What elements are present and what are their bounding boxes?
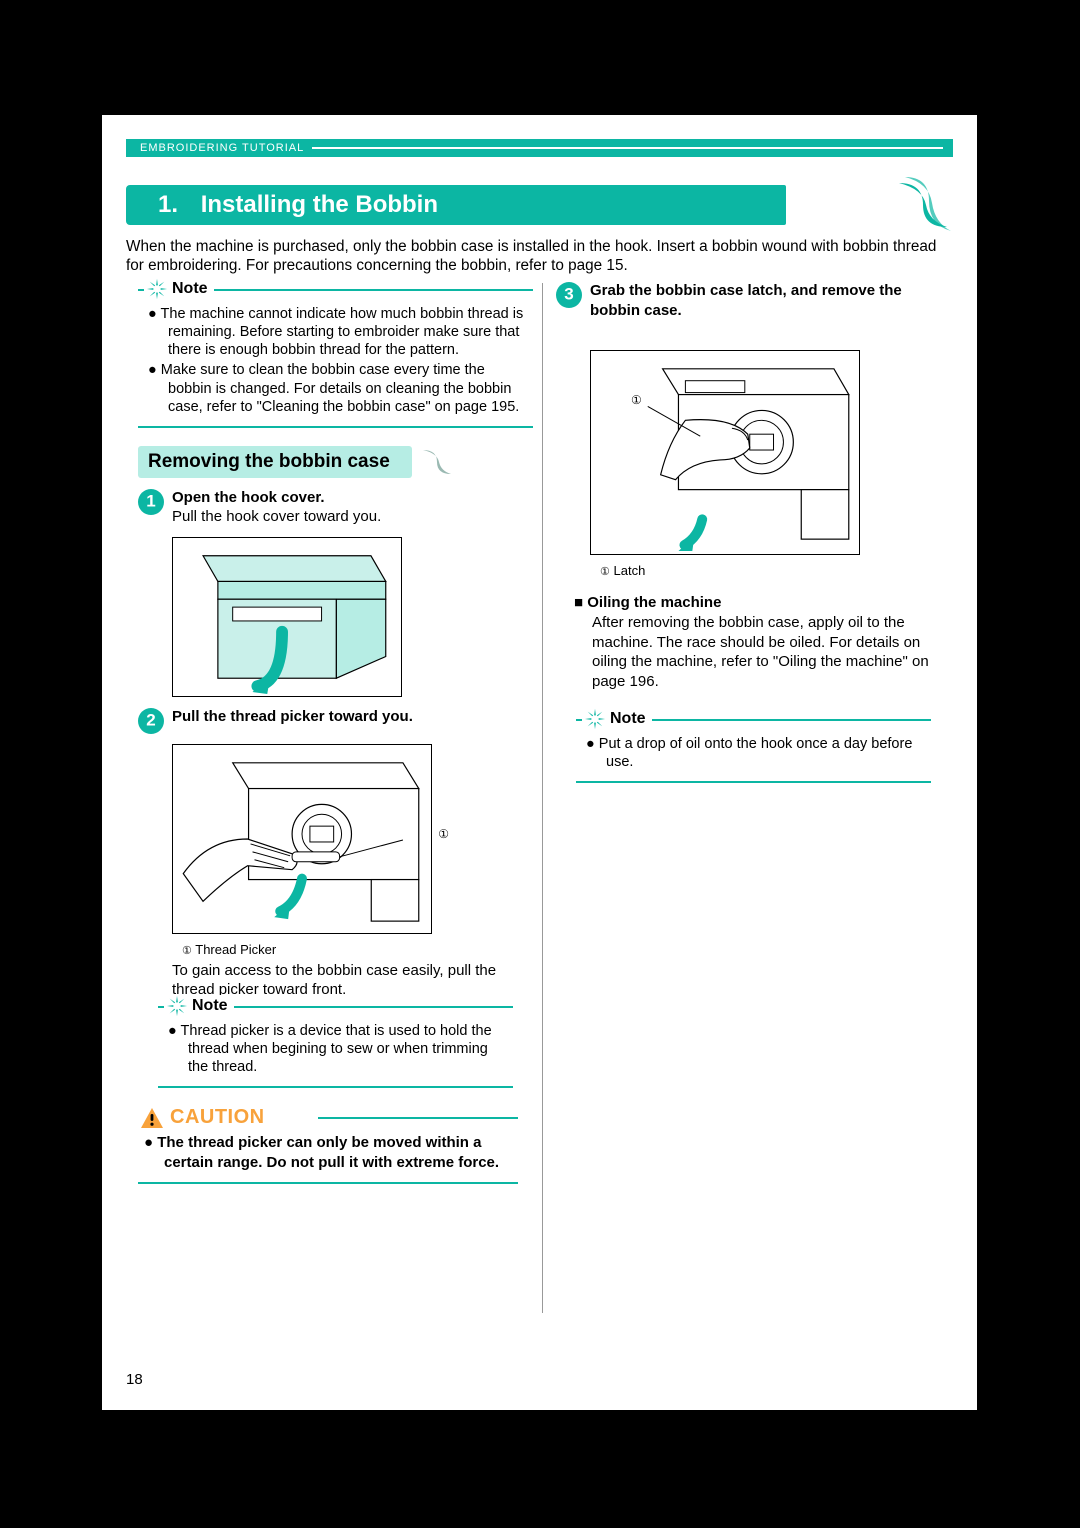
note-label: Note (192, 997, 228, 1015)
intro-paragraph: When the machine is purchased, only the … (126, 237, 953, 275)
caution-label: CAUTION (170, 1106, 265, 1129)
note-box-1: Note The machine cannot indicate how muc… (138, 289, 533, 428)
subsection-heading: Removing the bobbin case (138, 446, 533, 478)
section-title-bar: 1. Installing the Bobbin (126, 185, 786, 225)
right-column: Grab the bobbin case latch, and remove t… (556, 283, 951, 801)
step-1-text: Pull the hook cover toward you. (172, 508, 381, 525)
step-badge-3 (556, 282, 582, 308)
step-2-bold: Pull the thread picker toward you. (172, 708, 413, 725)
step-3-bold: Grab the bobbin case latch, and remove t… (590, 282, 902, 319)
figure-2-caption: ① Thread Picker (182, 942, 533, 957)
manual-page: EMBROIDERING TUTORIAL 1. Installing the … (102, 115, 977, 1410)
note-list: Thread picker is a device that is used t… (162, 1014, 509, 1076)
header-strip: EMBROIDERING TUTORIAL (126, 139, 953, 157)
note-heading: Note (144, 278, 214, 300)
left-column: Note The machine cannot indicate how muc… (138, 283, 533, 1184)
caution-body: The thread picker can only be moved with… (138, 1129, 518, 1184)
section-title: 1. Installing the Bobbin (126, 185, 953, 225)
subsection-arrow-icon (420, 445, 454, 479)
note-box-2: Note Thread picker is a device that is u… (158, 1006, 513, 1088)
step-2-body: Pull the thread picker toward you. (172, 707, 533, 734)
subsection-bar: Removing the bobbin case (138, 446, 412, 478)
page-number: 18 (126, 1371, 143, 1388)
callout-1: ① (631, 393, 642, 407)
tutorial-label: EMBROIDERING TUTORIAL (126, 142, 304, 154)
step-2: Pull the thread picker toward you. (138, 707, 533, 734)
note-item: Put a drop of oil onto the hook once a d… (586, 735, 927, 771)
subsection-title: Removing the bobbin case (148, 451, 390, 473)
diagram-thread-picker: ① (172, 744, 432, 934)
diagram-bobbin-latch: ① (590, 350, 860, 555)
figure-3-caption: ① Latch (600, 563, 951, 578)
note-label: Note (172, 280, 208, 298)
diagram-hook-cover (172, 537, 402, 697)
note-item: The machine cannot indicate how much bob… (148, 305, 529, 359)
note-item: Make sure to clean the bobbin case every… (148, 361, 529, 415)
step-1: Open the hook cover. Pull the hook cover… (138, 488, 533, 527)
step-badge-2 (138, 708, 164, 734)
note-heading: Note (582, 708, 652, 730)
caution-heading: CAUTION (138, 1106, 318, 1129)
header-rule (312, 147, 943, 149)
note-item: Thread picker is a device that is used t… (168, 1022, 509, 1076)
burst-icon (584, 708, 606, 730)
column-divider (542, 283, 543, 1313)
caution-box: CAUTION The thread picker can only be mo… (138, 1106, 518, 1184)
note-box-3: Note Put a drop of oil onto the hook onc… (576, 719, 931, 783)
callout-1: ① (438, 827, 449, 841)
burst-icon (146, 278, 168, 300)
step-3-body: Grab the bobbin case latch, and remove t… (590, 281, 951, 320)
step-1-body: Open the hook cover. Pull the hook cover… (172, 488, 533, 527)
note-heading: Note (164, 995, 234, 1017)
step-1-bold: Open the hook cover. (172, 489, 325, 506)
caution-text: The thread picker can only be moved with… (144, 1133, 512, 1172)
step-badge-1 (138, 489, 164, 515)
note-label: Note (610, 710, 646, 728)
step-3: Grab the bobbin case latch, and remove t… (556, 281, 951, 320)
oiling-text: After removing the bobbin case, apply oi… (592, 613, 947, 691)
burst-icon (166, 995, 188, 1017)
oiling-heading: Oiling the machine (574, 594, 951, 611)
note-list: The machine cannot indicate how much bob… (142, 297, 529, 416)
warning-triangle-icon (140, 1107, 164, 1129)
title-arrow-icon (893, 175, 953, 235)
section-title-text: 1. Installing the Bobbin (126, 191, 438, 219)
note-list: Put a drop of oil onto the hook once a d… (580, 727, 927, 771)
